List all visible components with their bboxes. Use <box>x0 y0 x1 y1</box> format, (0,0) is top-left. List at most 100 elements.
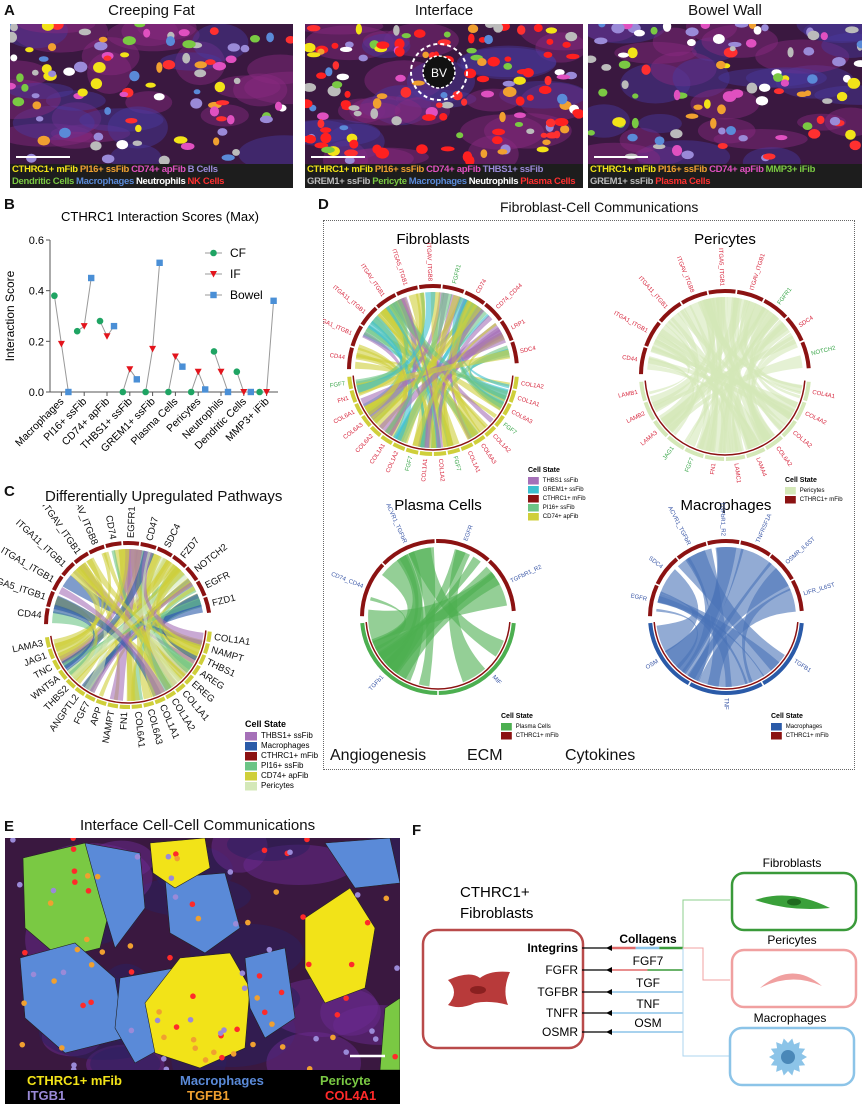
ring-segment <box>676 541 707 560</box>
chord-label: TGFbR1_R2 <box>718 502 725 537</box>
chord-ribbon <box>143 566 182 698</box>
connector <box>682 899 730 948</box>
data-point-cf <box>233 368 241 376</box>
legend-label: THBS1+ ssFib <box>261 731 313 740</box>
chord-label: COL6A1 <box>132 711 147 748</box>
transcript-dot <box>195 915 202 922</box>
chord-label: OSMR_IL6ST <box>785 536 817 566</box>
chord-label: COL1A2 <box>437 458 445 482</box>
ring-segment <box>172 554 187 569</box>
ligand-label: TNF <box>636 997 659 1011</box>
transcript-dot <box>94 873 101 880</box>
legend-marker-bowel <box>210 291 217 299</box>
chord-label: MIF <box>491 675 503 687</box>
legend-label: Macrophages <box>786 724 822 730</box>
ring-segment <box>360 563 385 617</box>
pathway-chord-diagram: CD44ITGA5_ITGB1ITGA1_ITGB1ITGA11_ITGB1IT… <box>0 505 319 791</box>
receptor-label: FGFR <box>545 963 578 977</box>
transcript-dot <box>80 1002 86 1009</box>
ring-segment <box>140 542 157 550</box>
transcript-dot <box>266 946 273 953</box>
chord-label: OSM <box>645 659 660 671</box>
chord-label: FGFR1 <box>452 263 463 284</box>
chord-label: COL1A1 <box>421 458 429 482</box>
chord-label: CD74_CD44 <box>330 572 364 591</box>
chord-ribbon <box>86 557 199 656</box>
source-title-1: CTHRC1+ <box>460 884 530 901</box>
receptor-label: TNFR <box>546 1006 578 1020</box>
transcript-dot <box>300 914 306 920</box>
legend-label: Pericytes <box>800 488 825 494</box>
chord-label: TNFRSF1A <box>756 513 774 544</box>
ring-segment <box>643 401 656 421</box>
chord-ribbon <box>388 296 417 437</box>
legend-title: Cell State <box>501 713 533 720</box>
transcript-dot <box>187 1016 194 1023</box>
panel-d-frame <box>323 220 855 770</box>
ring-segment <box>502 402 512 416</box>
chord-title: Fibroblasts <box>396 231 469 248</box>
ring-segment <box>392 442 406 451</box>
transcript-dot <box>190 1036 197 1043</box>
chord-ribbon <box>355 301 477 387</box>
chord-label: FGF7 <box>685 456 696 473</box>
ring-segment <box>510 341 519 364</box>
data-point-bowel <box>65 388 72 396</box>
data-point-bowel <box>133 376 140 383</box>
legend-item: GREM1+ ssFib <box>590 176 654 187</box>
transcript-dot <box>190 993 196 1000</box>
ring-segment <box>736 289 764 302</box>
pericyte-icon <box>760 973 822 988</box>
chord-label: ITGAV_ITGB8 <box>675 256 695 294</box>
chord-ribbon <box>457 302 504 409</box>
transcript-dot <box>16 881 23 888</box>
ring-segment <box>206 631 212 643</box>
transcript-dot <box>127 943 134 949</box>
category-connector <box>145 262 161 393</box>
microscopy-image-interface: BV CTHRC1+ mFib PI16+ ssFib CD74+ apFib THBS… <box>305 24 583 188</box>
ring-segment <box>347 347 354 370</box>
chord-ribbon <box>689 300 718 453</box>
chord-ribbon <box>677 550 785 671</box>
ring-segment <box>639 381 647 402</box>
chord-label: FN1 <box>118 712 130 730</box>
interaction-score-chart: CTHRC1 Interaction Scores (Max) Interacti… <box>3 209 278 455</box>
chord-ribbon <box>709 297 726 453</box>
transcript-dot <box>278 989 285 996</box>
chord-ribbon <box>72 570 108 694</box>
legend-swatch <box>245 762 257 771</box>
data-point-bowel <box>224 388 232 396</box>
chord-ribbon <box>656 569 699 653</box>
ring-segment <box>203 642 210 655</box>
chord-label: COL6A1 <box>333 409 357 425</box>
data-point-if <box>103 333 111 340</box>
chord-ribbon <box>54 558 104 652</box>
data-point-bowel <box>110 322 118 330</box>
panel-d-title: Fibroblast-Cell Communications <box>500 199 699 215</box>
ring-segment <box>84 693 96 702</box>
chord-label: TGFbR1_R2 <box>510 564 544 585</box>
ring-segment <box>360 622 438 695</box>
legend-label: Bowel <box>230 288 263 302</box>
ring-segment <box>349 390 358 403</box>
ring-segment <box>105 541 122 548</box>
chord-label: FN1 <box>337 395 350 404</box>
ring-segment <box>762 622 804 686</box>
chord-ribbon <box>362 331 408 437</box>
chord-label: COL1A1 <box>369 442 387 465</box>
ring-segment <box>418 284 442 290</box>
panel-a-title-1: Interface <box>414 2 474 19</box>
chord-label: LIFR_IL6ST <box>803 582 836 597</box>
transcript-dot <box>306 1066 313 1070</box>
chord-label: COL1A1 <box>213 632 251 648</box>
ring-segment <box>667 435 685 451</box>
transcript-dot <box>394 965 400 971</box>
ring-segment <box>639 347 648 375</box>
legend-item: PI16+ ssFib <box>79 164 130 175</box>
transcript-dot <box>163 1066 170 1070</box>
chord-ribbon <box>650 338 795 419</box>
legend-label: PI16+ ssFib <box>543 505 576 511</box>
chord-label: ITGA5_ITGB1 <box>717 248 724 287</box>
legend-swatch <box>528 504 539 512</box>
